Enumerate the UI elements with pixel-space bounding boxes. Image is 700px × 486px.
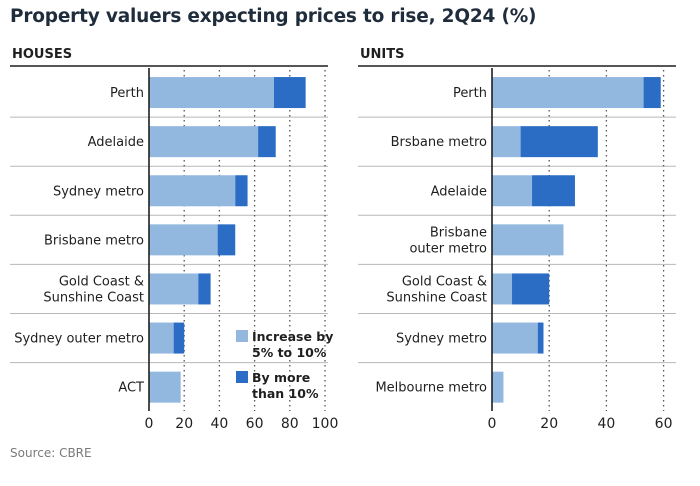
houses-bar-adelaide-increase-5-to-10 [149, 126, 259, 158]
houses-bar-sydney-metro-more-than-10 [235, 175, 248, 207]
units-category-label: Brsbane metro [391, 135, 487, 150]
legend-label-more-than-10: By more than 10% [252, 370, 319, 401]
houses-category-label: Adelaide [88, 135, 144, 150]
units-bar-adelaide-increase-5-to-10 [492, 175, 533, 207]
units-bar-brisbane-outer-metro-increase-5-to-10 [492, 224, 564, 256]
houses-tick-label: 0 [145, 416, 154, 432]
houses-category-label: Sydney metro [53, 184, 144, 199]
units-panel: UNITS 0 20 40 60 Perth Brsbane metro Adelaide Br… [358, 47, 676, 432]
legend-label-increase-5-to-10: Increase by 5% to 10% [252, 329, 333, 360]
units-panel-title: UNITS [360, 47, 405, 62]
units-bar-gold-coast-sunshine-coast-increase-5-to-10 [492, 273, 513, 305]
chart-title: Property valuers expecting prices to ris… [10, 6, 537, 27]
houses-panel-title: HOUSES [12, 47, 72, 62]
houses-bar-brisbane-metro-more-than-10 [217, 224, 236, 256]
houses-tick-label: 100 [312, 416, 339, 432]
houses-bar-brisbane-metro-increase-5-to-10 [149, 224, 218, 256]
units-bar-melbourne-metro-increase-5-to-10 [492, 371, 504, 403]
units-tick-label: 40 [597, 416, 615, 432]
houses-tick-label: 40 [210, 416, 228, 432]
houses-tick-label: 60 [246, 416, 264, 432]
units-category-label: Adelaide [431, 184, 487, 199]
houses-bar-act-increase-5-to-10 [149, 371, 181, 403]
legend-swatch-more-than-10 [236, 371, 248, 383]
houses-bar-sydney-outer-metro-more-than-10 [173, 322, 185, 354]
houses-tick-label: 80 [281, 416, 299, 432]
units-bar-brsbane-metro-increase-5-to-10 [492, 126, 521, 158]
houses-category-label: Perth [110, 86, 144, 101]
houses-category-label: Sydney outer metro [14, 332, 144, 347]
houses-category-label: ACT [118, 381, 144, 396]
units-bar-adelaide-more-than-10 [532, 175, 575, 207]
houses-bar-perth-increase-5-to-10 [149, 77, 274, 109]
units-bar-perth-increase-5-to-10 [492, 77, 644, 109]
houses-tick-label: 20 [175, 416, 193, 432]
source-note: Source: CBRE [10, 446, 92, 460]
houses-bar-adelaide-more-than-10 [258, 126, 276, 158]
units-bar-sydney-metro-increase-5-to-10 [492, 322, 538, 354]
legend-swatch-increase-5-to-10 [236, 330, 248, 342]
units-category-label: Melbourne metro [375, 381, 487, 396]
units-bar-brsbane-metro-more-than-10 [520, 126, 598, 158]
houses-bar-sydney-metro-increase-5-to-10 [149, 175, 236, 207]
units-category-label: Perth [453, 86, 487, 101]
houses-panel: HOUSES 0 20 40 60 80 100 Perth Adelaide Sydney me… [10, 47, 338, 432]
houses-bar-sydney-outer-metro-increase-5-to-10 [149, 322, 174, 354]
units-category-label: Brisbane outer metro [409, 225, 487, 256]
units-category-label: Sydney metro [396, 332, 487, 347]
units-bar-sydney-metro-more-than-10 [537, 322, 544, 354]
units-tick-label: 20 [540, 416, 558, 432]
units-tick-label: 60 [655, 416, 673, 432]
houses-category-label: Gold Coast & Sunshine Coast [43, 274, 144, 305]
units-category-label: Gold Coast & Sunshine Coast [386, 274, 487, 305]
houses-bar-gold-coast-sunshine-coast-increase-5-to-10 [149, 273, 199, 305]
legend: Increase by 5% to 10% By more than 10% [236, 329, 333, 401]
houses-category-label: Brisbane metro [44, 233, 144, 248]
units-bar-perth-more-than-10 [643, 77, 661, 109]
units-tick-label: 0 [488, 416, 497, 432]
houses-bar-perth-more-than-10 [273, 77, 306, 109]
units-bar-gold-coast-sunshine-coast-more-than-10 [512, 273, 550, 305]
houses-bar-gold-coast-sunshine-coast-more-than-10 [198, 273, 211, 305]
